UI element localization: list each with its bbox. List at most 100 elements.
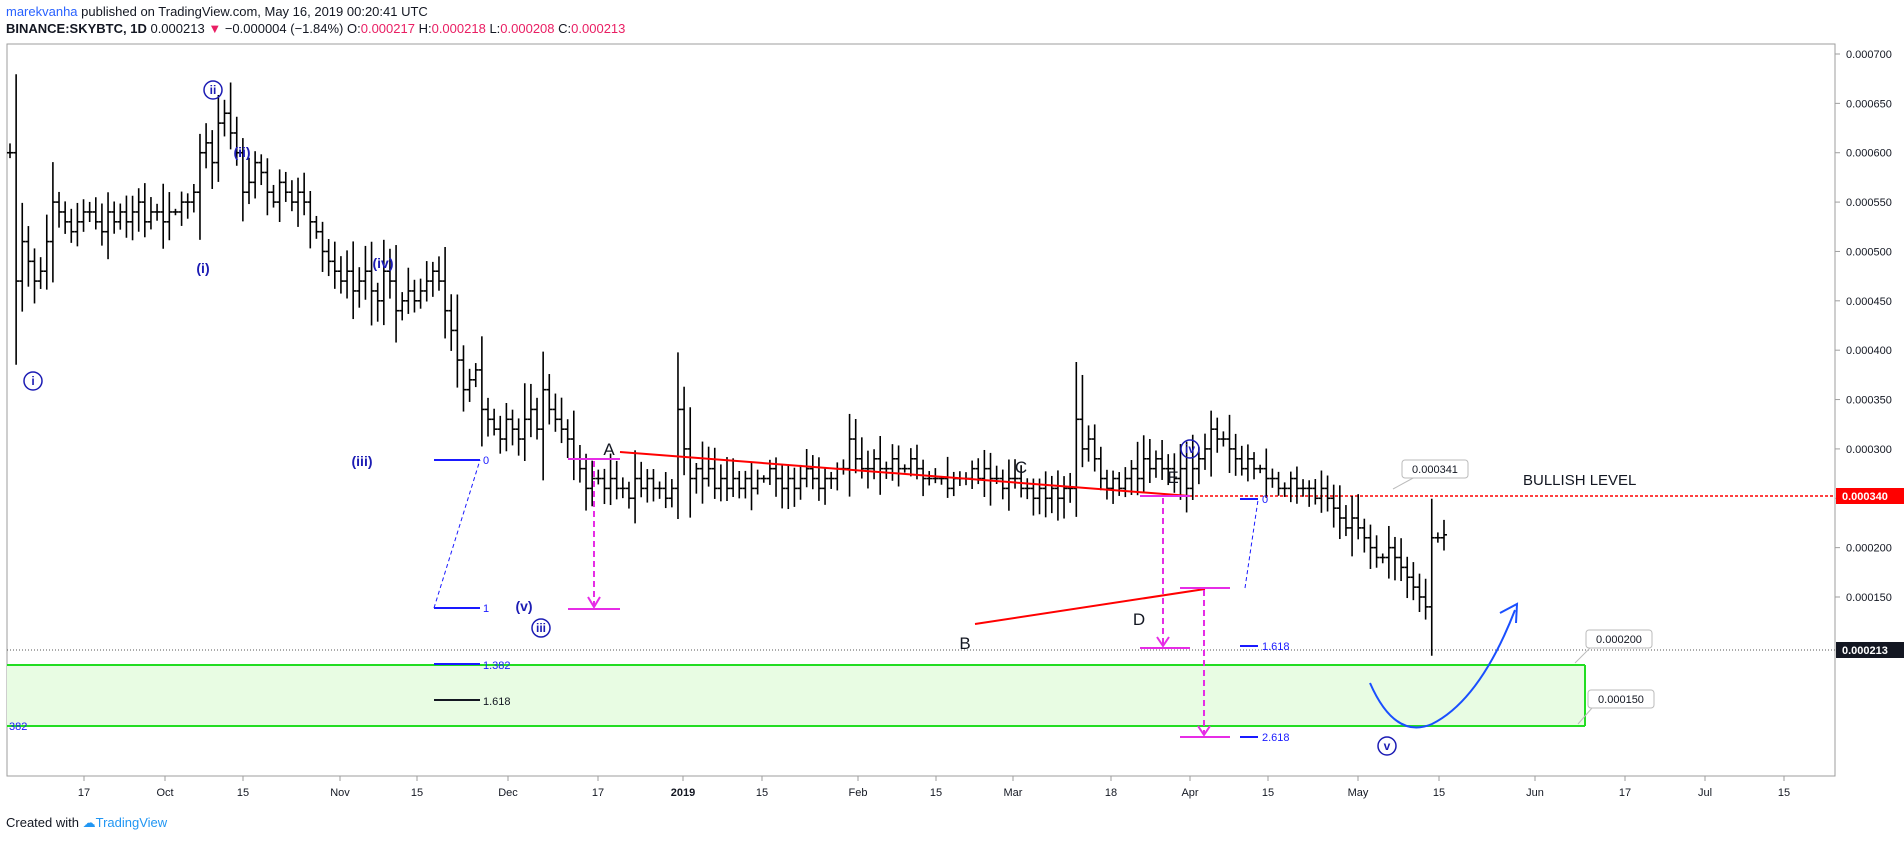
fib-right-label-2618: 2.618 xyxy=(1262,732,1290,744)
author-link[interactable]: marekvanha xyxy=(6,4,78,19)
ohlc-bar xyxy=(393,245,400,343)
ohlc-bar xyxy=(527,383,534,438)
ohlc-bar xyxy=(1269,468,1276,488)
ohlc-bar xyxy=(852,418,859,474)
ohlc-bar xyxy=(31,248,38,304)
wave-circle-iii xyxy=(531,618,551,638)
wave-label-paren-i: (i) xyxy=(196,260,209,276)
ohlc-bar xyxy=(239,138,246,222)
ohlc-bar xyxy=(1012,459,1019,489)
projection-arrowhead xyxy=(1499,602,1519,624)
ohlc-bar xyxy=(1110,470,1117,504)
low-value: 0.000208 xyxy=(500,21,555,36)
tradingview-link[interactable]: TradingView xyxy=(95,815,168,830)
time-tick-label: 2019 xyxy=(671,787,695,799)
wave-label-B: B xyxy=(959,634,970,653)
ohlc-bar xyxy=(362,245,369,300)
triangle-upper-trendline xyxy=(619,451,1191,497)
open-value: 0.000217 xyxy=(360,21,415,36)
plot-area[interactable] xyxy=(6,43,1836,777)
ohlc-bar xyxy=(350,241,357,320)
ohlc-bar xyxy=(877,435,884,495)
ohlc-bar xyxy=(86,201,93,222)
time-tick-label: 17 xyxy=(78,787,90,799)
time-tick-label: 17 xyxy=(592,787,604,799)
fib-label-1618: 1.618 xyxy=(483,696,511,708)
ohlc-bar xyxy=(13,74,20,365)
ohlc-bar xyxy=(1263,448,1270,498)
measure-tool-1 xyxy=(568,458,620,610)
fib-extension-right: 0 1.618 2.618 xyxy=(1240,494,1290,744)
ohlc-bar xyxy=(497,415,504,454)
wave-label-i: i xyxy=(31,374,34,388)
time-tick-label: 15 xyxy=(1778,787,1790,799)
low-label: L: xyxy=(489,21,501,36)
ohlc-bar xyxy=(448,294,455,351)
ohlc-bar xyxy=(178,191,185,226)
ohlc-bar xyxy=(123,195,130,238)
projection-arc xyxy=(1369,609,1516,729)
ohlc-bar xyxy=(693,462,700,494)
ohlc-bar xyxy=(895,445,902,487)
ohlc-bar xyxy=(999,469,1006,500)
price-tick-label: 0.000700 xyxy=(1846,49,1892,61)
last-price-tag xyxy=(1836,642,1904,658)
ohlc-bar xyxy=(601,468,608,505)
ohlc-bar xyxy=(632,450,639,524)
wave-circle-i xyxy=(23,371,43,391)
ohlc-bar xyxy=(111,201,118,234)
ohlc-bar xyxy=(160,183,167,249)
ohlc-bar xyxy=(252,151,259,199)
ohlc-bar xyxy=(331,241,338,289)
time-tick-label: Jul xyxy=(1698,787,1712,799)
ohlc-bar xyxy=(1336,485,1343,540)
ohlc-bar xyxy=(25,226,32,287)
wave-label-v: v xyxy=(1384,739,1391,753)
ohlc-bar xyxy=(68,208,75,243)
ohlc-bar xyxy=(589,460,596,507)
ohlc-bar xyxy=(509,409,516,446)
ohlc-bar xyxy=(1226,414,1233,473)
ohlc-bar xyxy=(1152,450,1159,478)
wave-label-paren-iv: (iv) xyxy=(373,255,394,271)
wave-label-iii: iii xyxy=(536,621,546,635)
time-tick-label: May xyxy=(1348,787,1369,799)
price-axis: 0.000700 0.000650 0.000600 0.000550 0.000500… xyxy=(1835,49,1892,604)
ohlc-bar xyxy=(209,130,216,189)
ohlc-bar xyxy=(276,169,283,223)
ohlc-bar xyxy=(1379,553,1386,564)
time-tick-label: Mar xyxy=(1004,787,1023,799)
ohlc-bar xyxy=(258,154,265,186)
wave-label-C: C xyxy=(1015,458,1027,477)
ohlc-bar xyxy=(92,197,99,230)
time-tick-label: 15 xyxy=(411,787,423,799)
ohlc-bar xyxy=(301,172,308,216)
ohlc-bar xyxy=(472,363,479,388)
ohlc-bar xyxy=(607,453,614,506)
ohlc-bar xyxy=(1257,464,1264,474)
ohlc-bar xyxy=(1349,495,1356,557)
callout-zone-bottom: 0.000150 xyxy=(1577,689,1655,725)
ohlc-bar xyxy=(435,256,442,291)
ohlc-bar xyxy=(981,449,988,498)
ohlc-bar xyxy=(1116,472,1123,496)
ohlc-bar xyxy=(1085,425,1092,462)
ohlc-bar xyxy=(141,183,148,238)
ohlc-bar xyxy=(184,193,191,219)
fib-label-1382: 1.382 xyxy=(483,660,511,672)
ohlc-bar xyxy=(1434,532,1441,543)
ohlc-bar xyxy=(644,469,651,503)
ohlc-bar xyxy=(1134,441,1141,496)
callout-zone-top-text: 0.000200 xyxy=(1596,634,1642,646)
ohlc-bar xyxy=(1159,439,1166,480)
time-tick-label: 15 xyxy=(237,787,249,799)
wave-circle-v xyxy=(1377,736,1397,756)
price-tick-label: 0.000450 xyxy=(1846,296,1892,308)
ohlc-bar xyxy=(37,257,44,289)
ohlc-bar xyxy=(105,192,112,260)
ohlc-bar xyxy=(1048,475,1055,514)
ohlc-bar xyxy=(687,407,694,518)
ohlc-bar xyxy=(711,447,718,499)
ohlc-bar xyxy=(1024,478,1031,500)
